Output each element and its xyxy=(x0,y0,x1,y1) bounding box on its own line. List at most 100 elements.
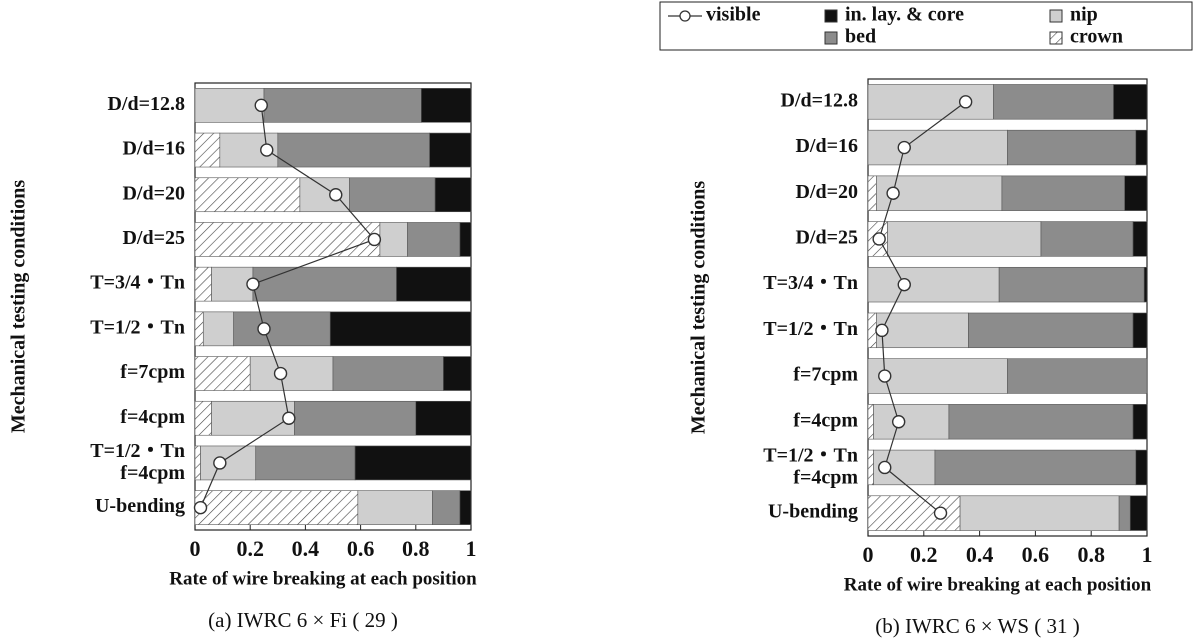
legend-swatch xyxy=(824,9,838,23)
category-label: D/d=12.8 xyxy=(107,93,185,115)
bar-segment xyxy=(357,490,433,525)
x-tick-label: 1 xyxy=(1142,542,1153,567)
x-axis-label: Rate of wire breaking at each position xyxy=(844,574,1152,595)
y-axis-label: Mechanical testing conditions xyxy=(688,181,710,435)
visible-point xyxy=(257,322,271,336)
legend-label: bed xyxy=(845,26,876,48)
category-label: D/d=25 xyxy=(122,227,185,249)
x-tick-label: 0.4 xyxy=(966,542,994,567)
x-tick-label: 0.6 xyxy=(347,536,375,561)
plot-frame xyxy=(194,82,472,531)
category-label: f=7cpm xyxy=(793,364,858,386)
visible-point xyxy=(897,140,911,155)
category-label: T=1/2・Tn xyxy=(90,316,185,338)
visible-line xyxy=(878,101,967,514)
bar-segment xyxy=(934,449,1137,486)
x-tick-label: 0.2 xyxy=(910,542,938,567)
bar-segment xyxy=(233,311,331,347)
category-label: f=4cpm xyxy=(793,409,858,431)
bar-segment xyxy=(194,490,359,525)
bar-segment xyxy=(294,400,417,436)
bar-segment xyxy=(194,132,221,168)
bar-segment xyxy=(867,404,874,440)
visible-point xyxy=(891,415,906,429)
bar-segment xyxy=(277,132,430,168)
legend-box xyxy=(659,1,1193,51)
bar-segment xyxy=(1129,495,1148,531)
bar-segment xyxy=(459,490,472,525)
bar-segment xyxy=(255,445,356,481)
bar-segment xyxy=(1124,175,1148,211)
bar-segment xyxy=(1132,312,1148,349)
category-label: U-bending xyxy=(768,501,858,523)
visible-point xyxy=(933,506,948,520)
bar-segment xyxy=(1040,221,1134,257)
bar-segment xyxy=(867,266,1000,303)
category-label: D/d=25 xyxy=(795,227,858,249)
bar-segment xyxy=(459,222,472,257)
category-label: T=3/4・Tn xyxy=(90,272,185,294)
bar-segment xyxy=(194,400,212,436)
legend-swatch xyxy=(1049,31,1063,45)
bar-segment xyxy=(867,129,1008,166)
bar-segment xyxy=(1132,221,1148,257)
category-label: f=7cpm xyxy=(120,361,185,383)
bar-segment xyxy=(194,266,212,302)
bar-segment xyxy=(1113,84,1148,120)
visible-point xyxy=(213,456,227,470)
visible-point xyxy=(886,186,900,200)
bar-segment xyxy=(1143,266,1148,303)
x-tick-label: 0.8 xyxy=(1077,542,1105,567)
category-label: T=3/4・Tn xyxy=(763,272,858,294)
bar-segment xyxy=(434,177,472,213)
legend-swatch xyxy=(824,31,838,45)
visible-point xyxy=(875,323,889,338)
bar-segment xyxy=(194,222,381,257)
category-label: D/d=20 xyxy=(795,181,858,203)
visible-point xyxy=(254,98,268,113)
bar-segment xyxy=(421,88,472,123)
bar-segment xyxy=(1007,358,1148,394)
bar-segment xyxy=(876,312,969,349)
x-tick-label: 1 xyxy=(466,536,477,561)
bar-segment xyxy=(329,311,472,347)
caption: (a) IWRC 6 × Fi ( 29 ) xyxy=(208,608,398,632)
bar-segment xyxy=(1118,495,1131,531)
category-label: D/d=20 xyxy=(122,182,185,204)
legend-label: nip xyxy=(1070,4,1098,26)
visible-point xyxy=(260,143,274,157)
bar-segment xyxy=(867,84,994,120)
bar-segment xyxy=(887,221,1042,257)
visible-point xyxy=(193,500,208,515)
bar-segment xyxy=(407,222,461,257)
category-label: D/d=16 xyxy=(122,138,185,160)
visible-point xyxy=(329,188,343,202)
legend-label: in. lay. & core xyxy=(845,4,964,26)
bar-segment xyxy=(194,88,265,123)
visible-point xyxy=(246,277,260,291)
bar-segment xyxy=(211,400,295,436)
x-tick-label: 0.2 xyxy=(236,536,264,561)
bar-segment xyxy=(349,177,436,213)
bar-segment xyxy=(379,222,408,257)
bar-segment xyxy=(332,356,444,391)
bar-segment xyxy=(354,445,472,481)
bar-segment xyxy=(443,356,472,391)
bar-segment xyxy=(415,400,472,436)
bar-segment xyxy=(873,404,950,440)
bar-segment xyxy=(1135,129,1148,166)
visible-point xyxy=(878,460,892,475)
bar-segment xyxy=(194,445,201,481)
bar-segment xyxy=(194,177,301,213)
x-tick-label: 0 xyxy=(863,542,874,567)
bar-segment xyxy=(998,266,1145,303)
bar-segment xyxy=(396,266,472,302)
bar-segment xyxy=(1007,129,1137,166)
category-label: T=1/2・Tn f=4cpm xyxy=(90,440,185,484)
visible-point xyxy=(897,277,911,292)
category-label: D/d=12.8 xyxy=(780,89,858,111)
visible-point xyxy=(282,411,296,425)
bar-segment xyxy=(252,266,397,302)
legend-marker xyxy=(679,10,691,22)
